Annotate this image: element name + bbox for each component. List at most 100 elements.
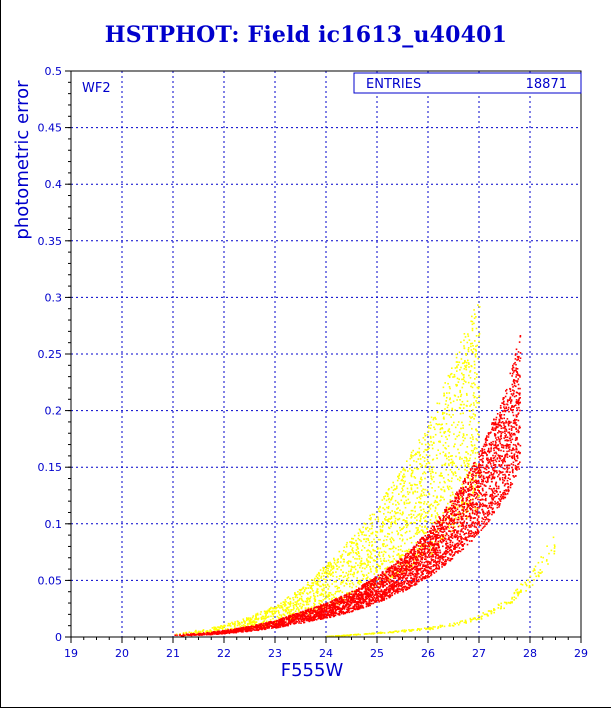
scatter-point <box>397 533 399 536</box>
scatter-point <box>250 624 252 626</box>
scatter-point <box>378 575 380 578</box>
scatter-point <box>358 597 360 600</box>
scatter-point <box>312 584 314 586</box>
scatter-point <box>374 567 377 569</box>
scatter-point <box>432 551 435 554</box>
scatter-point <box>367 556 370 558</box>
scatter-point <box>373 538 375 541</box>
scatter-point <box>388 554 390 557</box>
scatter-point <box>518 443 520 446</box>
scatter-point <box>478 306 481 308</box>
scatter-point <box>470 403 472 406</box>
scatter-point <box>453 548 455 550</box>
scatter-point <box>302 600 305 603</box>
scatter-point <box>345 611 347 614</box>
scatter-point <box>426 560 429 563</box>
scatter-point <box>378 590 381 593</box>
scatter-point <box>351 582 354 584</box>
scatter-point <box>380 551 383 553</box>
scatter-point <box>431 552 433 554</box>
scatter-point <box>491 490 494 493</box>
scatter-point <box>359 562 362 564</box>
scatter-point <box>261 615 264 618</box>
scatter-point <box>206 630 209 632</box>
scatter-point <box>279 607 281 609</box>
scatter-point <box>375 535 378 538</box>
scatter-point <box>468 415 471 418</box>
scatter-point <box>449 559 452 562</box>
scatter-point <box>472 479 474 482</box>
scatter-point <box>430 472 432 475</box>
scatter-point <box>490 450 492 452</box>
scatter-point <box>500 425 503 427</box>
scatter-point <box>428 552 431 555</box>
scatter-point <box>348 597 350 600</box>
scatter-point <box>444 555 447 558</box>
scatter-point <box>288 620 290 623</box>
scatter-point <box>444 481 446 484</box>
scatter-point <box>329 561 331 564</box>
scatter-point <box>505 445 508 448</box>
scatter-point <box>505 406 507 408</box>
scatter-point <box>474 446 476 449</box>
scatter-point <box>348 553 351 556</box>
scatter-point <box>464 336 467 338</box>
scatter-point <box>427 550 429 553</box>
scatter-point <box>384 518 386 520</box>
scatter-point <box>298 622 300 624</box>
scatter-point <box>365 534 367 537</box>
scatter-point <box>368 544 370 547</box>
scatter-point <box>461 483 463 486</box>
scatter-point <box>459 492 462 495</box>
scatter-point <box>452 400 455 403</box>
scatter-point <box>507 477 510 479</box>
scatter-point <box>510 393 513 395</box>
scatter-point <box>453 433 455 435</box>
scatter-point <box>415 583 418 585</box>
scatter-point <box>465 456 467 459</box>
scatter-point <box>373 594 376 597</box>
scatter-point <box>475 463 477 465</box>
scatter-point <box>291 612 294 615</box>
scatter-point <box>354 604 356 606</box>
scatter-point <box>268 623 271 626</box>
scatter-point <box>506 464 508 467</box>
scatter-point <box>310 584 313 587</box>
scatter-point <box>427 461 430 464</box>
scatter-point <box>336 588 339 590</box>
scatter-point <box>394 488 396 490</box>
scatter-point <box>476 397 478 399</box>
scatter-point <box>511 456 513 458</box>
scatter-point <box>494 440 497 443</box>
scatter-point <box>324 581 327 583</box>
scatter-point <box>372 581 375 583</box>
scatter-point <box>274 622 276 624</box>
scatter-point <box>360 562 363 565</box>
scatter-point <box>495 489 497 492</box>
scatter-point <box>328 585 331 588</box>
scatter-point <box>376 593 378 595</box>
scatter-point <box>468 530 471 532</box>
scatter-point <box>436 504 439 506</box>
scatter-point <box>322 584 325 587</box>
scatter-point <box>385 560 388 562</box>
scatter-point <box>432 555 435 558</box>
scatter-point <box>511 394 514 397</box>
scatter-point <box>376 596 378 598</box>
scatter-point <box>389 589 391 591</box>
scatter-point <box>434 416 436 419</box>
scatter-point <box>352 551 355 554</box>
scatter-point <box>348 592 350 594</box>
scatter-point <box>418 530 421 533</box>
scatter-point <box>243 620 245 622</box>
scatter-point <box>251 616 254 619</box>
scatter-point <box>400 479 403 482</box>
scatter-point <box>420 465 422 468</box>
scatter-point <box>512 468 514 471</box>
scatter-point <box>426 571 429 574</box>
scatter-point <box>330 614 332 616</box>
scatter-point <box>467 515 470 518</box>
scatter-point <box>283 620 285 622</box>
scatter-point <box>470 345 472 348</box>
scatter-point <box>445 543 447 545</box>
